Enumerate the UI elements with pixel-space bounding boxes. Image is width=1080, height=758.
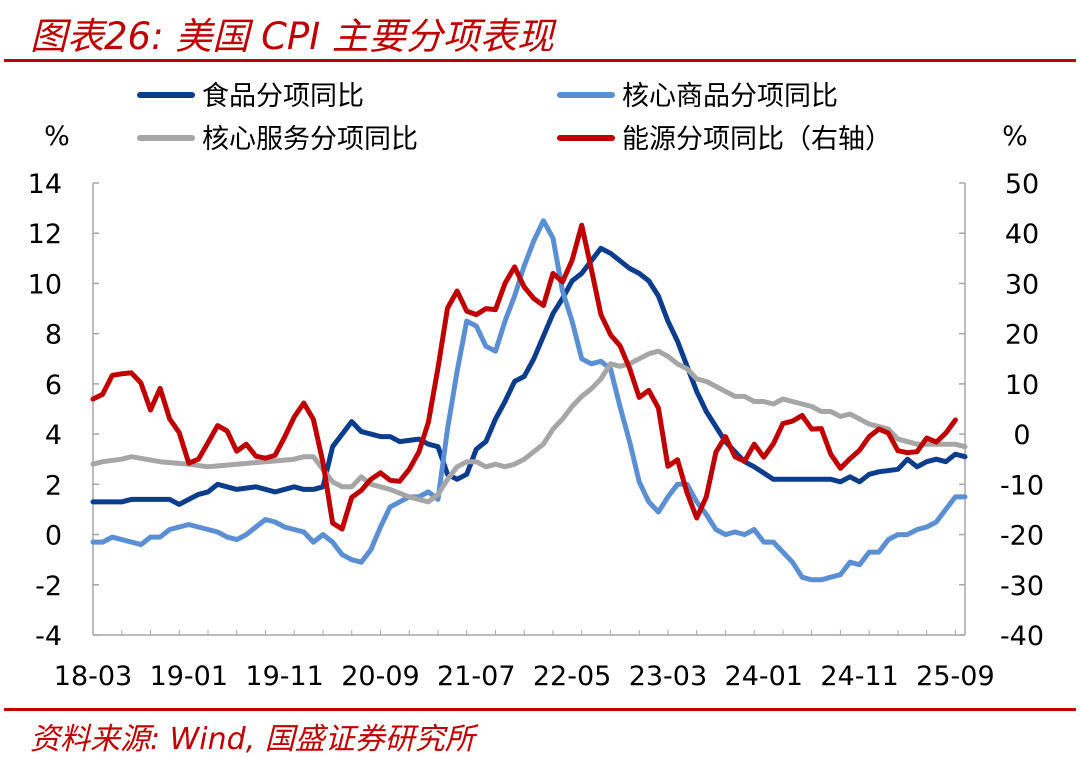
x-tick-label: 22-05 (533, 661, 611, 692)
y-right-tick-label: 0 (1013, 420, 1030, 451)
y-left-tick-label: 12 (28, 219, 62, 250)
x-tick-label: 24-01 (725, 661, 803, 692)
chart-title: 图表26: 美国 CPI 主要分项表现 (30, 15, 554, 58)
legend-label: 能源分项同比（右轴） (622, 124, 892, 155)
series-lines (90, 218, 968, 583)
y-right-tick-label: 30 (1005, 269, 1039, 300)
series-line (90, 348, 968, 505)
series-line (90, 222, 958, 532)
y-left-tick-label: 2 (45, 470, 62, 501)
y-right-unit: % (1002, 121, 1028, 152)
y-right-tick-label: 40 (1005, 219, 1039, 250)
y-left-tick-label: 6 (45, 370, 62, 401)
legend-label: 核心服务分项同比 (202, 124, 418, 155)
x-tick-label: 19-01 (150, 661, 228, 692)
x-tick-label: 19-11 (245, 661, 323, 692)
axes: 14121086420-2-450403020100-10-20-30-4018… (28, 169, 1044, 692)
y-right-tick-label: 20 (1005, 320, 1039, 351)
y-left-tick-label: 14 (28, 169, 62, 200)
series-line (90, 218, 968, 583)
y-right-tick-label: -40 (1000, 621, 1044, 652)
x-tick-label: 24-11 (820, 661, 898, 692)
y-left-tick-label: -2 (35, 571, 62, 602)
y-left-tick-label: -4 (35, 621, 62, 652)
series-line (90, 245, 968, 507)
y-left-unit: % (44, 121, 70, 152)
y-left-tick-label: 0 (45, 521, 62, 552)
y-right-tick-label: -10 (1000, 470, 1044, 501)
y-left-tick-label: 4 (45, 420, 62, 451)
y-left-tick-label: 10 (28, 269, 62, 300)
x-tick-label: 23-03 (629, 661, 707, 692)
x-tick-label: 18-03 (54, 661, 132, 692)
source-note: 资料来源: Wind, 国盛证券研究所 (30, 722, 475, 757)
source-divider (4, 708, 1076, 711)
legend-label: 食品分项同比 (202, 81, 364, 112)
y-right-tick-label: -30 (1000, 571, 1044, 602)
legend-label: 核心商品分项同比 (622, 81, 838, 112)
x-tick-label: 21-07 (437, 661, 515, 692)
y-right-tick-label: 50 (1005, 169, 1039, 200)
x-tick-label: 25-09 (916, 661, 994, 692)
title-divider (4, 59, 1076, 62)
x-tick-label: 20-09 (341, 661, 419, 692)
y-left-tick-label: 8 (45, 320, 62, 351)
y-right-tick-label: -20 (1000, 521, 1044, 552)
y-right-tick-label: 10 (1005, 370, 1039, 401)
